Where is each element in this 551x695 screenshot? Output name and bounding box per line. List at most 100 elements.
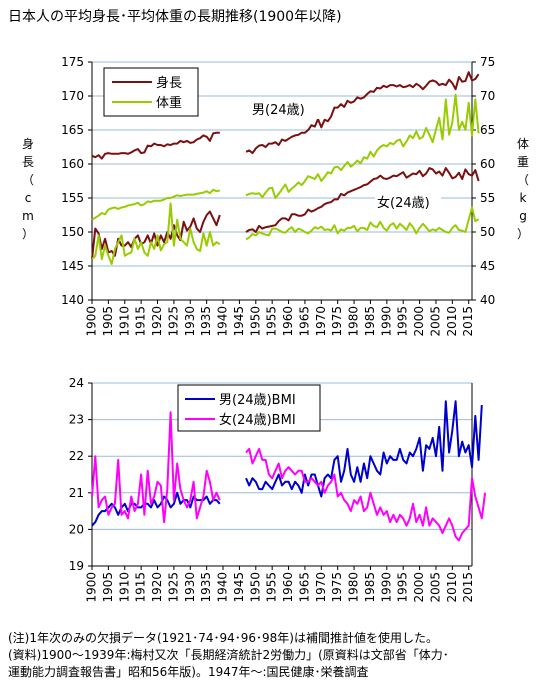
- x-tick-label: 1910: [117, 572, 131, 603]
- note-line: (注)1年次のみの欠損データ(1921･74･94･96･98年)は補間推計値を…: [8, 631, 438, 645]
- y-right-tick-label: 75: [480, 55, 495, 69]
- y-right-axis-title-char: 重: [517, 155, 529, 169]
- y-left-tick-label: 160: [61, 157, 84, 171]
- x-tick-label: 1900: [85, 306, 99, 337]
- y-right-axis-title-char: 体: [517, 137, 529, 151]
- x-tick-label: 1940: [216, 572, 230, 603]
- x-tick-label: 1930: [183, 572, 197, 603]
- x-tick-label: 1990: [379, 306, 393, 337]
- annotation-female: 女(24歳): [377, 195, 430, 211]
- y-left-axis-title-char: c: [25, 191, 32, 205]
- x-tick-label: 1950: [248, 572, 262, 603]
- y-tick-label: 23: [69, 413, 84, 427]
- y-left-tick-label: 150: [61, 225, 84, 239]
- footnotes: (注)1年次のみの欠損データ(1921･74･94･96･98年)は補間推計値を…: [8, 630, 449, 681]
- annotation-male: 男(24歳): [252, 103, 305, 118]
- x-tick-label: 2000: [412, 306, 426, 337]
- x-tick-label: 1980: [347, 572, 361, 603]
- series-line-male-bmi: [245, 400, 483, 498]
- x-tick-label: 1925: [166, 572, 180, 603]
- series-line-weight: [91, 202, 221, 265]
- x-tick-label: 1980: [347, 306, 361, 337]
- legend-label-weight: 体重: [156, 95, 182, 111]
- annotation-bg: [375, 192, 441, 212]
- y-left-axis-title-char: ）: [22, 227, 34, 241]
- note-line: (資料)1900～1939年:梅村又次「長期経済統計2労働力」(原資料は文部省「…: [8, 648, 449, 662]
- series-line-height: [245, 167, 480, 233]
- y-left-tick-label: 170: [61, 89, 84, 103]
- x-tick-label: 1905: [101, 572, 115, 603]
- x-tick-label: 1985: [363, 572, 377, 603]
- y-right-tick-label: 40: [480, 293, 495, 307]
- x-tick-label: 2015: [461, 572, 475, 603]
- y-left-axis-title-char: 長: [22, 155, 34, 169]
- series-line-height: [91, 131, 220, 160]
- x-tick-label: 1940: [216, 306, 230, 337]
- y-tick-label: 22: [69, 449, 84, 463]
- series-line-female-bmi: [91, 411, 221, 524]
- x-tick-label: 1990: [379, 572, 393, 603]
- x-tick-label: 1965: [297, 306, 311, 337]
- x-tick-label: 1950: [248, 306, 262, 337]
- y-left-tick-label: 140: [61, 293, 84, 307]
- y-right-axis-title-char: （: [517, 173, 529, 187]
- x-tick-label: 1970: [314, 306, 328, 337]
- x-tick-label: 1935: [199, 572, 213, 603]
- series-line-height: [245, 71, 480, 155]
- x-tick-label: 1915: [134, 572, 148, 603]
- y-left-tick-label: 145: [61, 259, 84, 273]
- page-title: 日本人の平均身長･平均体重の長期推移(1900年以降): [8, 9, 342, 25]
- y-right-tick-label: 50: [480, 225, 495, 239]
- x-tick-label: 1960: [281, 572, 295, 603]
- x-tick-label: 1955: [265, 306, 279, 337]
- annotation-bg: [250, 99, 320, 119]
- x-tick-label: 1995: [396, 306, 410, 337]
- y-right-tick-label: 65: [480, 123, 495, 137]
- legend-label-height: 身長: [156, 75, 182, 91]
- y-right-tick-label: 60: [480, 157, 495, 171]
- x-tick-label: 1960: [281, 306, 295, 337]
- x-tick-label: 1945: [232, 572, 246, 603]
- x-tick-label: 1920: [150, 572, 164, 603]
- height-weight-chart: 140 145 150 155 160 165 170 175 40 45 50 55 60 65 70 75…: [22, 55, 529, 337]
- x-tick-label: 1970: [314, 572, 328, 603]
- x-tick-label: 2000: [412, 572, 426, 603]
- x-tick-label: 1985: [363, 306, 377, 337]
- y-tick-label: 21: [69, 486, 84, 500]
- series-line-weight: [245, 206, 480, 241]
- x-tick-label: 1935: [199, 306, 213, 337]
- series-line-weight: [91, 188, 221, 221]
- x-tick-label: 1975: [330, 572, 344, 603]
- x-tick-label: 2010: [445, 572, 459, 603]
- x-tick-label: 2015: [461, 306, 475, 337]
- x-tick-label: 1995: [396, 572, 410, 603]
- y-left-axis-title-char: （: [22, 173, 34, 187]
- x-tick-label: 1955: [265, 572, 279, 603]
- note-line: 運動能力調査報告書」昭和56年版)。1947年～:国民健康･栄養調査: [8, 665, 369, 679]
- y-left-tick-label: 165: [61, 123, 84, 137]
- x-tick-label: 2005: [428, 306, 442, 337]
- y-left-tick-label: 155: [61, 191, 84, 205]
- y-tick-label: 24: [69, 376, 84, 390]
- y-right-axis-title-char: k: [520, 191, 527, 205]
- y-left-axis-title-char: m: [22, 209, 34, 223]
- y-tick-label: 20: [69, 522, 84, 536]
- x-tick-label: 1915: [134, 306, 148, 337]
- x-tick-label: 1965: [297, 572, 311, 603]
- series-line-female-bmi: [245, 447, 487, 542]
- x-tick-label: 1905: [101, 306, 115, 337]
- x-tick-label: 1925: [166, 306, 180, 337]
- legend-box: [177, 384, 321, 432]
- y-right-tick-label: 45: [480, 259, 495, 273]
- x-tick-label: 1920: [150, 306, 164, 337]
- y-tick-label: 19: [69, 559, 84, 573]
- y-left-tick-label: 175: [61, 55, 84, 69]
- x-tick-label: 1910: [117, 306, 131, 337]
- x-tick-label: 1975: [330, 306, 344, 337]
- x-tick-label: 2005: [428, 572, 442, 603]
- x-tick-label: 1900: [85, 572, 99, 603]
- legend-box: [103, 67, 199, 117]
- x-tick-label: 2010: [445, 306, 459, 337]
- legend-label-male: 男(24歳)BMI: [219, 393, 296, 408]
- y-right-tick-label: 70: [480, 89, 495, 103]
